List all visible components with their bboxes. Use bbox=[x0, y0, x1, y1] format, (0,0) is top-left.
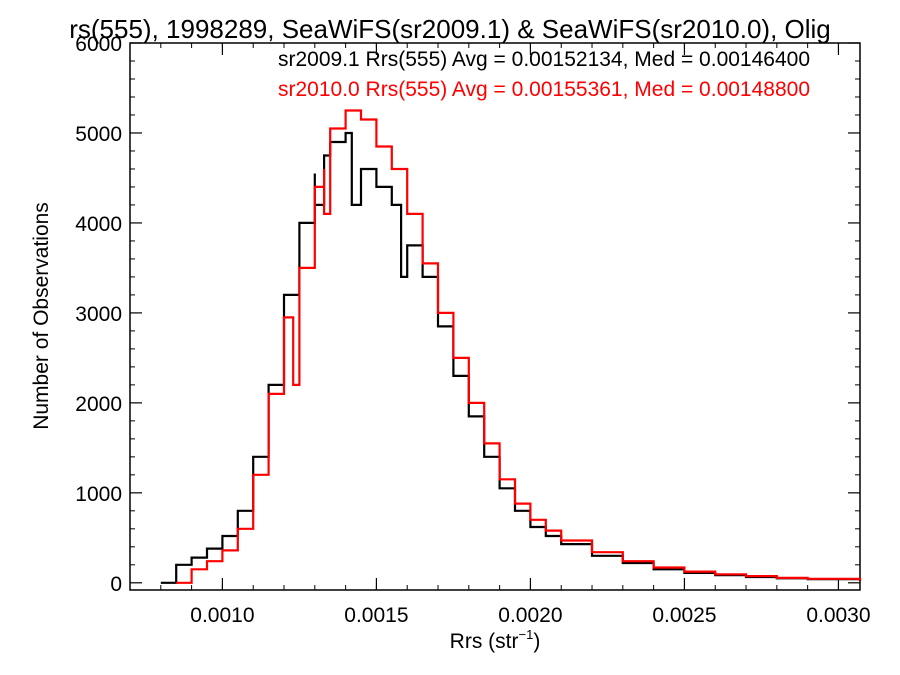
y-axis: 0 1000 2000 3000 4000 5000 6000 bbox=[75, 33, 860, 596]
x-axis-label-text: Rrs (str bbox=[450, 630, 519, 653]
x-axis-label-sup: −1 bbox=[519, 627, 534, 642]
y-tick-label: 3000 bbox=[75, 303, 122, 326]
x-tick-label: 0.0025 bbox=[652, 604, 716, 627]
plot-frame bbox=[129, 42, 861, 591]
y-axis-label: Number of Observations bbox=[30, 202, 53, 430]
x-tick-label: 0.0030 bbox=[806, 604, 870, 627]
y-tick-label: 2000 bbox=[75, 393, 122, 416]
series-line-sr2009 bbox=[160, 131, 862, 584]
x-tick-label: 0.0015 bbox=[344, 604, 408, 627]
y-tick-label: 5000 bbox=[75, 123, 122, 146]
y-tick-label: 0 bbox=[110, 573, 122, 596]
y-tick-label: 4000 bbox=[75, 213, 122, 236]
legend-entry-sr2010: sr2010.0 Rrs(555) Avg = 0.00155361, Med … bbox=[278, 78, 810, 101]
x-axis-label: Rrs (str−1) bbox=[450, 627, 541, 653]
x-tick-label: 0.0020 bbox=[498, 604, 562, 627]
y-tick-label: 6000 bbox=[75, 33, 122, 56]
plot-area bbox=[129, 42, 861, 591]
y-tick-label: 1000 bbox=[75, 483, 122, 506]
legend-entry-sr2009: sr2009.1 Rrs(555) Avg = 0.00152134, Med … bbox=[278, 48, 810, 71]
series-layer bbox=[160, 109, 862, 584]
x-tick-label: 0.0010 bbox=[190, 604, 254, 627]
chart-title: rs(555), 1998289, SeaWiFS(sr2009.1) & Se… bbox=[69, 14, 831, 44]
x-axis-label-end: ) bbox=[533, 630, 540, 653]
series-line-sr2010 bbox=[176, 109, 862, 584]
x-axis: 0.0010 0.0015 0.0020 0.0025 0.0030 bbox=[129, 43, 871, 627]
